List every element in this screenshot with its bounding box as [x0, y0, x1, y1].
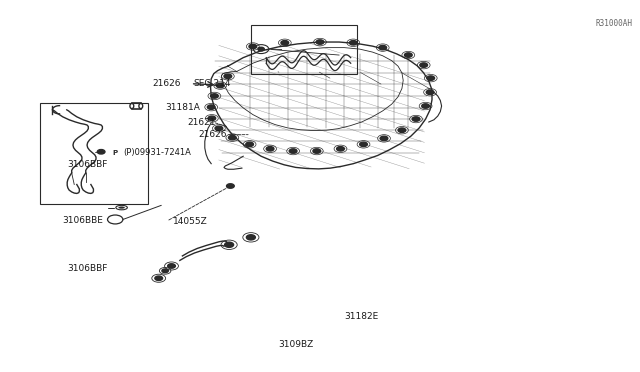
Ellipse shape — [118, 206, 125, 209]
Circle shape — [215, 126, 223, 131]
Circle shape — [246, 235, 255, 240]
Circle shape — [422, 104, 429, 108]
Text: 21626: 21626 — [152, 79, 181, 88]
Circle shape — [207, 105, 215, 109]
Circle shape — [216, 83, 224, 88]
Circle shape — [168, 264, 175, 268]
Circle shape — [281, 41, 289, 45]
Circle shape — [404, 53, 412, 57]
Circle shape — [360, 142, 367, 147]
Text: 14055Z: 14055Z — [173, 217, 207, 226]
Text: R31000AH: R31000AH — [595, 19, 632, 28]
Bar — [251, 25, 357, 74]
Text: 31181A: 31181A — [165, 103, 200, 112]
Circle shape — [316, 40, 324, 44]
Circle shape — [211, 94, 218, 98]
Text: (P)09931-7241A: (P)09931-7241A — [123, 148, 191, 157]
Text: 21626: 21626 — [198, 130, 227, 139]
Circle shape — [162, 269, 168, 273]
Circle shape — [426, 90, 434, 94]
Circle shape — [155, 276, 163, 280]
Text: SEC.214: SEC.214 — [193, 79, 231, 88]
Circle shape — [224, 74, 232, 78]
Text: 3106BBF: 3106BBF — [67, 264, 108, 273]
Circle shape — [412, 117, 420, 121]
Text: 3109BZ: 3109BZ — [278, 340, 314, 349]
Text: 31182E: 31182E — [344, 312, 379, 321]
Circle shape — [427, 76, 435, 80]
Circle shape — [379, 45, 387, 50]
Circle shape — [258, 47, 264, 51]
Circle shape — [337, 147, 344, 151]
Circle shape — [420, 63, 428, 67]
Text: P: P — [113, 150, 118, 155]
Circle shape — [97, 150, 105, 154]
Circle shape — [380, 136, 388, 141]
Circle shape — [266, 147, 274, 151]
Text: 21621: 21621 — [188, 118, 216, 126]
Circle shape — [313, 149, 321, 153]
Bar — [40, 103, 148, 204]
Circle shape — [246, 142, 253, 147]
Circle shape — [398, 128, 406, 132]
Circle shape — [228, 135, 236, 140]
Text: 3106BBF: 3106BBF — [67, 160, 108, 169]
Circle shape — [249, 44, 257, 49]
Circle shape — [289, 149, 297, 153]
Circle shape — [227, 184, 234, 188]
Circle shape — [225, 242, 234, 247]
Text: 3106BBE: 3106BBE — [63, 216, 104, 225]
Circle shape — [349, 41, 357, 45]
Circle shape — [208, 116, 216, 121]
